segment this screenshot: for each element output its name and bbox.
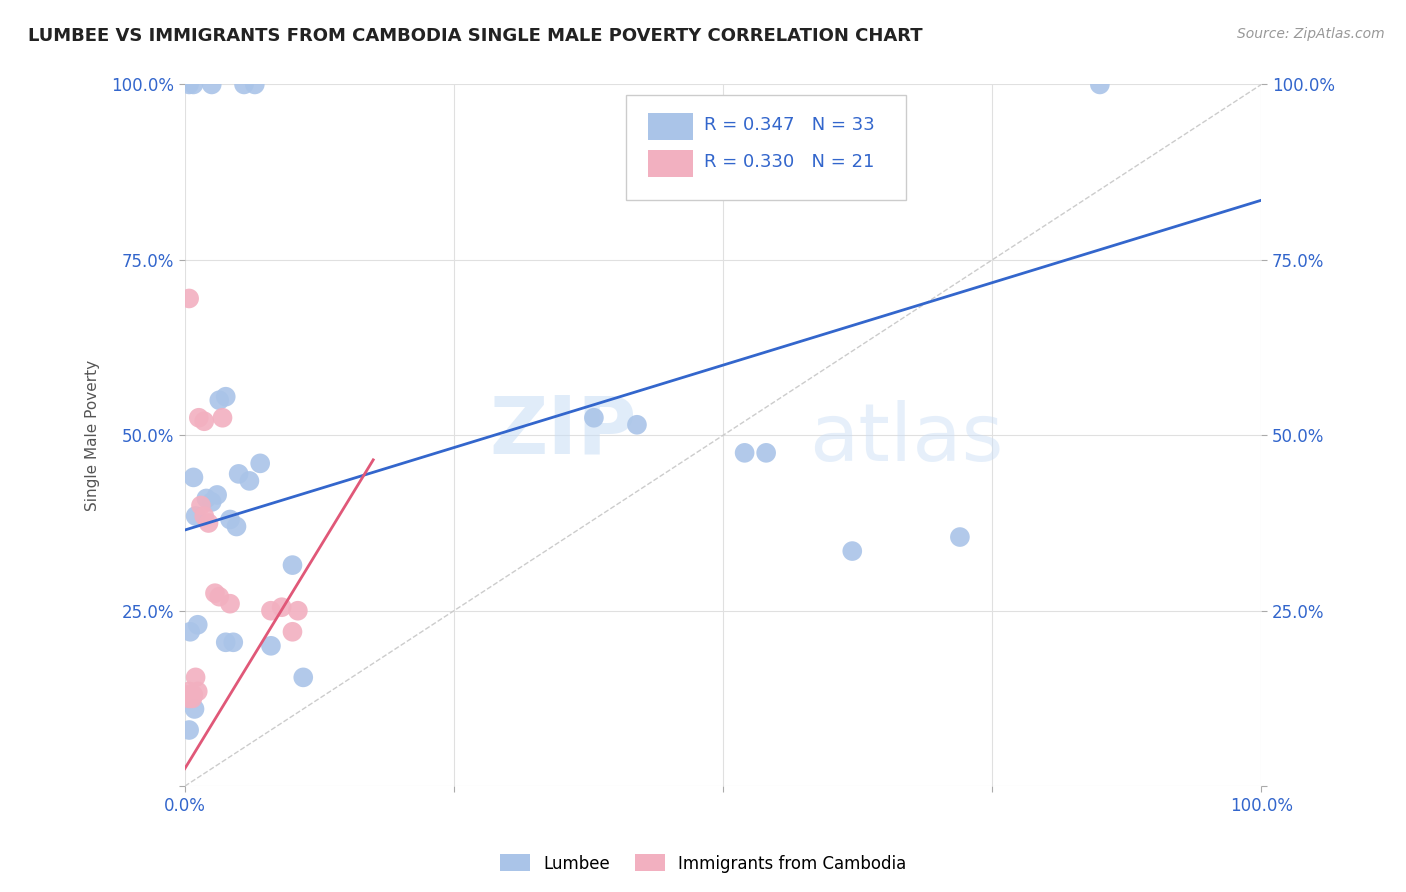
Point <box>225 519 247 533</box>
Point <box>204 586 226 600</box>
Point <box>1088 78 1111 92</box>
Point <box>233 78 256 92</box>
Text: R = 0.347   N = 33: R = 0.347 N = 33 <box>704 116 875 134</box>
Point <box>260 604 283 618</box>
Point <box>219 597 242 611</box>
Point <box>179 624 201 639</box>
Point <box>183 78 205 92</box>
Point <box>193 414 215 428</box>
Point <box>734 446 756 460</box>
Point <box>181 691 204 706</box>
Point <box>190 499 212 513</box>
Text: atlas: atlas <box>810 400 1004 478</box>
Point <box>179 691 201 706</box>
Point <box>201 78 224 92</box>
Point <box>249 456 271 470</box>
Point <box>281 558 304 573</box>
Point <box>183 688 205 702</box>
Point <box>270 600 292 615</box>
Point <box>197 516 219 530</box>
Point <box>582 410 605 425</box>
Point <box>260 639 283 653</box>
Point <box>183 702 205 716</box>
Text: R = 0.330   N = 21: R = 0.330 N = 21 <box>704 153 875 171</box>
Point <box>184 508 207 523</box>
Point <box>292 670 315 684</box>
Point <box>841 544 863 558</box>
Point <box>238 474 260 488</box>
Point <box>193 508 215 523</box>
Point <box>187 684 209 698</box>
Point <box>179 684 201 698</box>
Point <box>215 390 238 404</box>
Text: Source: ZipAtlas.com: Source: ZipAtlas.com <box>1237 27 1385 41</box>
Point <box>287 604 309 618</box>
Point <box>177 688 200 702</box>
Point <box>626 417 648 432</box>
Point <box>187 410 209 425</box>
Y-axis label: Single Male Poverty: Single Male Poverty <box>86 359 100 511</box>
Point <box>243 78 266 92</box>
Point <box>228 467 250 481</box>
Point <box>755 446 778 460</box>
Point <box>183 470 205 484</box>
Point <box>219 512 242 526</box>
Point <box>208 590 231 604</box>
Point <box>205 488 228 502</box>
Point <box>222 635 245 649</box>
Point <box>208 393 231 408</box>
Point <box>184 670 207 684</box>
Point <box>187 617 209 632</box>
Point <box>215 635 238 649</box>
Text: LUMBEE VS IMMIGRANTS FROM CAMBODIA SINGLE MALE POVERTY CORRELATION CHART: LUMBEE VS IMMIGRANTS FROM CAMBODIA SINGL… <box>28 27 922 45</box>
Point <box>281 624 304 639</box>
Point <box>179 292 201 306</box>
Point <box>201 495 224 509</box>
Point <box>179 78 201 92</box>
FancyBboxPatch shape <box>648 150 693 178</box>
Point <box>211 410 233 425</box>
Text: ZIP: ZIP <box>489 392 637 471</box>
Legend: Lumbee, Immigrants from Cambodia: Lumbee, Immigrants from Cambodia <box>494 847 912 880</box>
FancyBboxPatch shape <box>648 112 693 140</box>
Point <box>195 491 218 506</box>
Point <box>949 530 972 544</box>
Point <box>179 723 201 737</box>
FancyBboxPatch shape <box>626 95 905 200</box>
